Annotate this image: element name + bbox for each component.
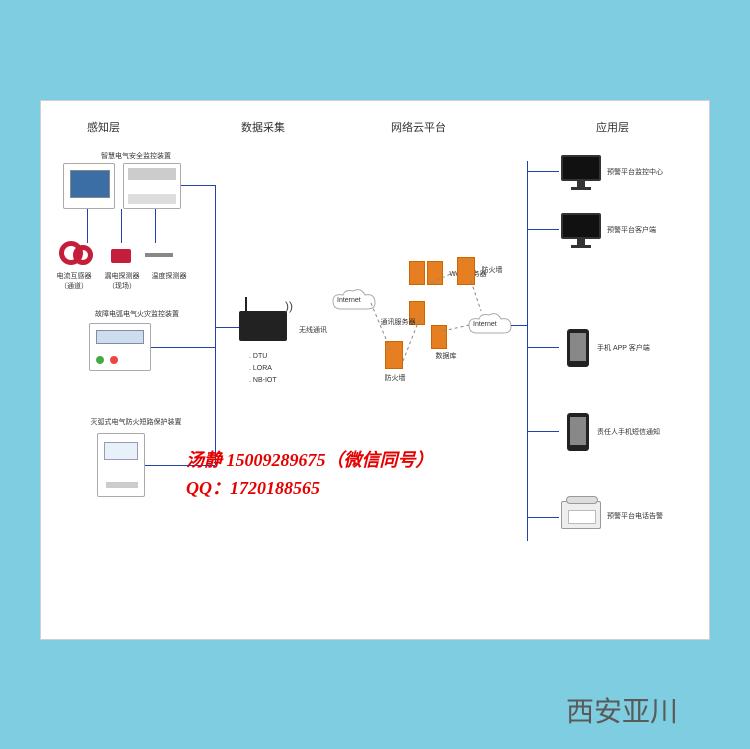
proto-nbiot: . NB-IOT [249,377,277,384]
label-fire-monitor: 故障电弧电气火灾监控装置 [77,309,197,319]
wire [527,517,559,518]
app-deskphone [561,501,601,529]
diagram-canvas: 感知层 数据采集 网络云平台 应用层 智慧电气安全监控装置 电流互感器（通道） … [40,100,710,640]
wire [527,431,559,432]
app-pc2 [561,213,601,248]
meter-screen [70,170,110,198]
proto-lora: . LORA [249,365,272,372]
wire [151,347,215,348]
col-perception: 感知层 [87,119,120,135]
dtu-device [239,311,287,341]
col-cloud: 网络云平台 [391,119,446,135]
label-leak: 漏电探测器（现场） [99,271,145,291]
label-arc-protect: 灭弧式电气防火短路保护装置 [71,417,201,427]
app-phone1 [567,329,589,367]
wire [527,171,559,172]
app-phone2 [567,413,589,451]
label-wireless: 无线通讯 [293,325,333,335]
wire [527,347,559,348]
fire-monitor-device [89,323,151,371]
leak-sensor [111,249,131,263]
label-app-tel: 预警平台电话告警 [607,511,707,521]
proto-dtu: . DTU [249,353,267,360]
panel-controller [123,163,181,209]
ct-sensor [73,245,93,265]
wire [121,209,122,243]
wire [215,327,239,328]
contact-line2: QQ：1720188565 [186,474,320,500]
wire [527,229,559,230]
wire [511,325,527,326]
label-temp: 温度探测器 [147,271,191,281]
col-collect: 数据采集 [241,119,285,135]
app-pc1 [561,155,601,190]
label-app-pc1: 预警平台监控中心 [607,167,697,177]
label-smart-device: 智慧电气安全监控装置 [81,151,191,161]
wire [527,161,528,541]
wire [87,209,88,243]
wire [155,209,156,243]
arc-protect-device [97,433,145,497]
cloud-links [331,251,521,391]
contact-line1: 汤静 15009289675（微信同号） [186,446,434,472]
col-app: 应用层 [596,119,629,135]
watermark: 西安亚川 [566,690,678,730]
temp-sensor [145,253,173,257]
wireless-icon: )) [285,299,293,313]
panel-meter [63,163,115,209]
label-app-pc2: 预警平台客户端 [607,225,697,235]
wire [181,185,215,186]
label-app-ph1: 手机 APP 客户端 [597,343,697,353]
label-ct: 电流互感器（通道） [51,271,97,291]
label-app-ph2: 责任人手机短信通知 [597,427,707,437]
wire [215,185,216,465]
